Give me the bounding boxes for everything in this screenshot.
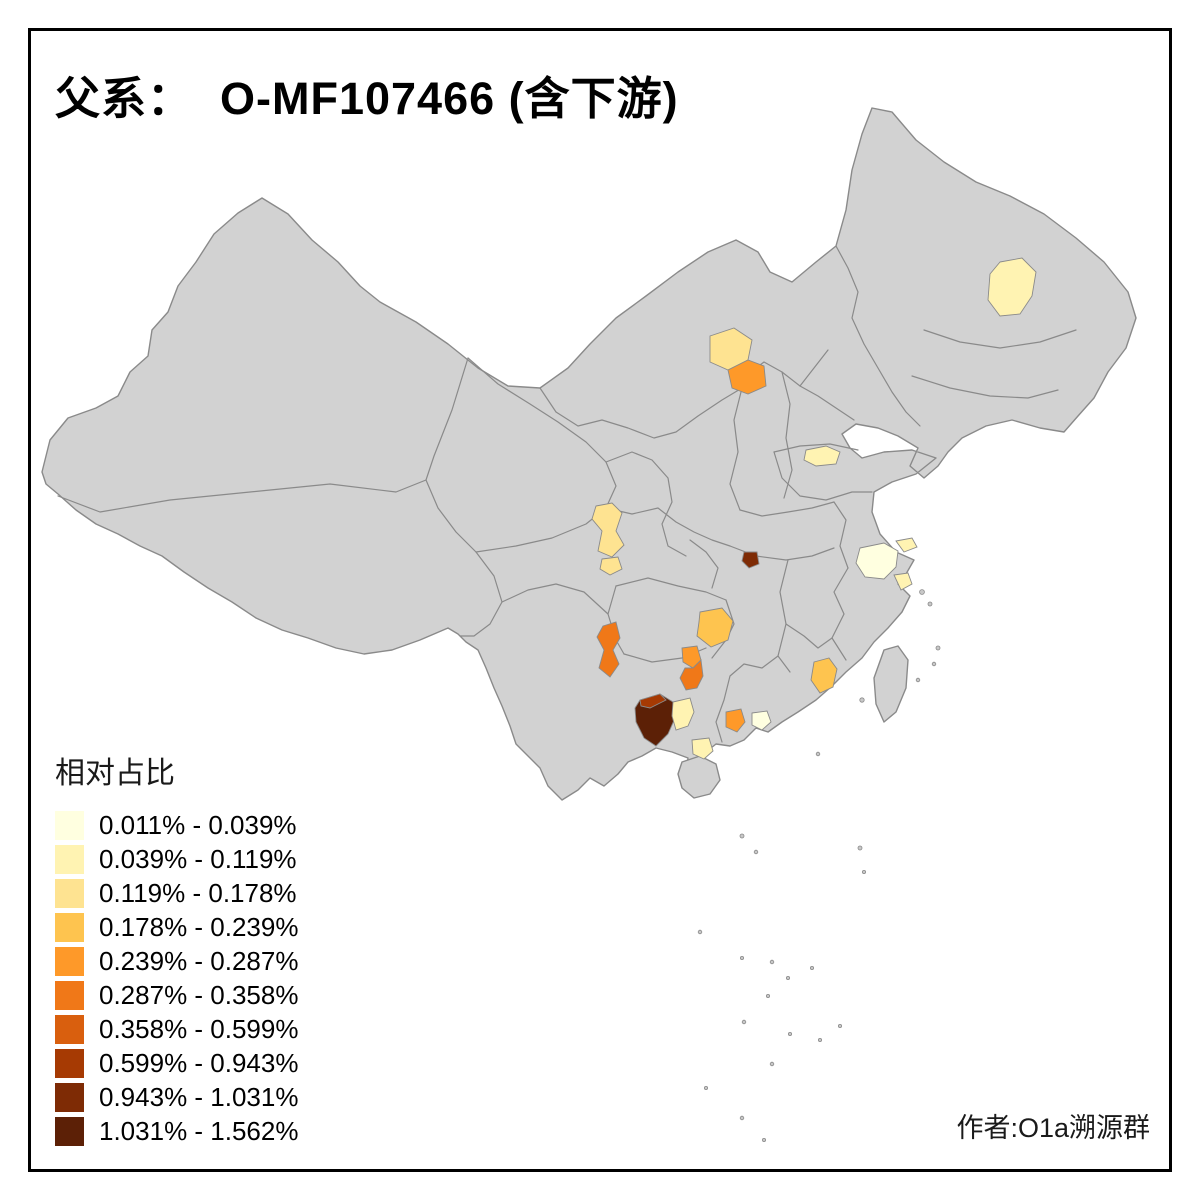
region-guangxi-dark-top [639, 693, 667, 709]
mainland-shape [41, 107, 1137, 801]
region-zhejiang-pale [893, 572, 913, 591]
legend-title: 相对占比 [55, 757, 175, 790]
legend-label: 0.599% - 0.943% [99, 1048, 299, 1078]
legend-label: 0.178% - 0.239% [99, 912, 299, 942]
taiwan-island [873, 645, 909, 723]
legend-item: 0.358% - 0.599% [55, 1012, 298, 1046]
province-borders [57, 245, 1077, 743]
highlighted-regions [591, 257, 1037, 760]
legend-swatch [55, 810, 84, 840]
legend-swatch [55, 878, 84, 908]
legend-item: 1.031% - 1.562% [55, 1114, 298, 1148]
legend-items: 0.011% - 0.039% 0.039% - 0.119% 0.119% - 0… [55, 808, 298, 1148]
region-central-dark-dot [741, 551, 760, 569]
legend-item: 0.239% - 0.287% [55, 944, 298, 978]
region-sichuan-yellow [591, 502, 625, 558]
region-hunan-gold [696, 607, 734, 648]
legend-swatch [55, 1116, 84, 1146]
region-guangdong-orange [725, 708, 746, 733]
legend-item: 0.178% - 0.239% [55, 910, 298, 944]
legend-swatch [55, 912, 84, 942]
mainland-outline [41, 107, 1137, 801]
legend-item: 0.943% - 1.031% [55, 1080, 298, 1114]
legend-label: 0.358% - 0.599% [99, 1014, 299, 1044]
legend-label: 0.119% - 0.178% [99, 878, 297, 908]
legend-label: 1.031% - 1.562% [99, 1116, 299, 1146]
legend-swatch [55, 980, 84, 1010]
author-credit: 作者:O1a溯源群 [956, 1113, 1150, 1143]
region-guangxi-lower-orange [679, 659, 704, 691]
legend-swatch [55, 1048, 84, 1078]
legend-swatch [55, 1082, 84, 1112]
legend-swatch [55, 844, 84, 874]
legend: 相对占比 0.011% - 0.039% 0.039% - 0.119% 0.119… [55, 748, 298, 1148]
legend-item: 0.039% - 0.119% [55, 842, 298, 876]
region-leizhou-pale [691, 737, 714, 760]
legend-label: 0.011% - 0.039% [99, 810, 297, 840]
region-sichuan-small [599, 556, 623, 576]
page-title: 父系： O-MF107466 (含下游) [55, 73, 679, 124]
legend-label: 0.239% - 0.287% [99, 946, 299, 976]
legend-swatch [55, 1014, 84, 1044]
region-central-plain-pale [803, 445, 841, 467]
region-yunnan-orange [596, 621, 621, 678]
legend-swatch [55, 946, 84, 976]
legend-item: 0.599% - 0.943% [55, 1046, 298, 1080]
region-guangxi-pale-east [671, 697, 695, 731]
legend-item: 0.119% - 0.178% [55, 876, 298, 910]
region-yangtze-mouth-pale [895, 537, 918, 553]
region-guangdong-cream [751, 710, 772, 731]
legend-item: 0.011% - 0.039% [55, 808, 298, 842]
legend-label: 0.039% - 0.119% [99, 844, 297, 874]
legend-item: 0.287% - 0.358% [55, 978, 298, 1012]
offshore-islands [697, 589, 941, 1143]
region-north-lower-orange [727, 359, 767, 395]
legend-label: 0.287% - 0.358% [99, 980, 299, 1010]
region-fujian-tan [810, 657, 838, 694]
region-shanghai-cream [855, 542, 899, 580]
legend-label: 0.943% - 1.031% [99, 1082, 299, 1112]
hainan-island [677, 755, 721, 799]
region-northeast-pale [987, 257, 1037, 317]
